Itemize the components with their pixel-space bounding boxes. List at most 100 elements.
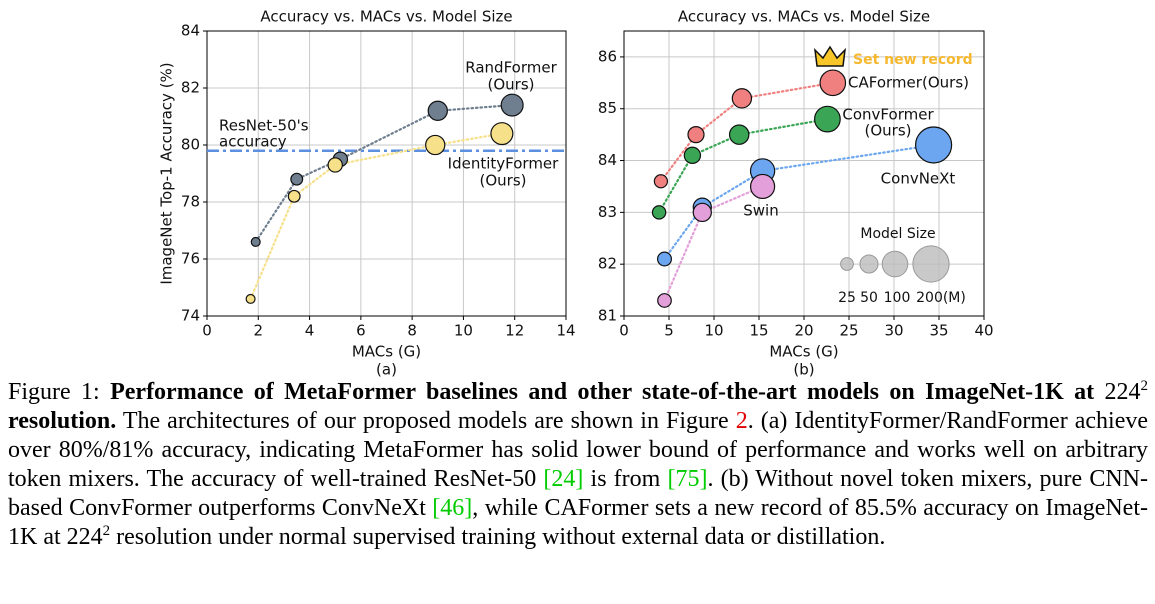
- x-tick-label: 40: [974, 322, 993, 340]
- y-tick-label: 84: [598, 151, 617, 169]
- bubble: [425, 134, 446, 156]
- x-tick-label: 25: [839, 322, 858, 340]
- caption-text: [75]: [667, 466, 708, 492]
- x-axis-label: MACs (G): [352, 343, 421, 361]
- series-note: (Ours): [865, 122, 912, 140]
- bubble: [657, 251, 672, 267]
- caption-text: 2: [735, 408, 748, 434]
- bubble: [692, 202, 712, 223]
- sub-label: (b): [793, 361, 814, 379]
- x-tick-label: 4: [305, 322, 315, 340]
- y-tick-label: 86: [598, 47, 617, 65]
- bubble: [657, 293, 672, 308]
- size-legend-bubble: [840, 257, 854, 271]
- caption-text: resolution.: [8, 408, 117, 434]
- y-tick-label: 74: [181, 307, 200, 325]
- series-label: ConvNeXt: [881, 170, 956, 188]
- caption-text: 2: [102, 523, 111, 539]
- size-legend-label: 100: [884, 290, 911, 306]
- bubble: [819, 69, 847, 97]
- series-label: CAFormer: [848, 74, 923, 92]
- bubble: [687, 126, 705, 144]
- size-legend-title: Model Size: [860, 226, 935, 242]
- x-tick-label: 30: [884, 322, 903, 340]
- x-tick-label: 5: [664, 322, 674, 340]
- caption-text: [24]: [543, 466, 584, 492]
- caption-text: Figure 1:: [8, 379, 100, 405]
- y-tick-label: 81: [598, 307, 617, 325]
- caption-text: resolution under normal supervised train…: [110, 524, 886, 550]
- series-note: (Ours): [480, 172, 527, 190]
- y-tick-label: 85: [598, 99, 617, 117]
- caption-text: Performance of MetaFormer baselines and …: [99, 379, 1105, 405]
- bubble: [651, 205, 667, 220]
- reference-label: ResNet-50's: [219, 117, 309, 135]
- bubble: [427, 100, 448, 121]
- series-label: Swin: [743, 202, 778, 220]
- y-tick-label: 84: [181, 22, 200, 40]
- caption-text: The architectures of our proposed models…: [116, 408, 736, 434]
- y-tick-label: 82: [598, 255, 617, 273]
- caption-text: 224: [1104, 379, 1141, 405]
- size-legend-label: 200(M): [916, 290, 966, 306]
- y-tick-label: 82: [181, 79, 200, 97]
- series-note: (Ours): [488, 76, 535, 94]
- plot-frame: [206, 30, 567, 317]
- series-label: RandFormer: [465, 59, 557, 77]
- plot-frame: [623, 30, 985, 317]
- caption-text: is from: [583, 466, 668, 492]
- reference-label: accuracy: [219, 133, 287, 151]
- bubble: [683, 146, 702, 165]
- bubble: [290, 172, 304, 186]
- caption: Figure 1: Performance of MetaFormer base…: [8, 378, 1148, 552]
- x-tick-label: 12: [505, 322, 524, 340]
- y-tick-label: 76: [181, 250, 200, 268]
- x-tick-label: 10: [454, 322, 473, 340]
- bubble: [731, 88, 753, 109]
- x-tick-label: 2: [254, 322, 264, 340]
- sub-label: (a): [376, 361, 397, 379]
- size-legend-label: 25: [838, 290, 856, 306]
- size-legend-bubble: [881, 250, 909, 278]
- bubble: [500, 93, 524, 117]
- bubble: [814, 105, 841, 133]
- y-tick-label: 80: [181, 136, 200, 154]
- caption-text: . (a) IdentityFormer/RandFormer achieve …: [8, 408, 1149, 492]
- bubble: [327, 157, 343, 173]
- caption-text: , while CAFormer sets a new record of 85…: [8, 495, 1148, 550]
- caption-text: 2: [1140, 378, 1149, 394]
- crown-icon: [813, 45, 847, 67]
- size-legend-label: 50: [860, 290, 878, 306]
- chart-title: Accuracy vs. MACs vs. Model Size: [678, 8, 930, 26]
- x-axis-label: MACs (G): [769, 343, 838, 361]
- series-note: (Ours): [922, 74, 969, 92]
- size-legend-bubble: [912, 245, 950, 283]
- y-tick-label: 83: [598, 203, 617, 221]
- series-label: IdentityFormer: [448, 155, 560, 173]
- series-label: ConvFormer: [842, 106, 934, 124]
- caption-text: [46]: [432, 495, 473, 521]
- bubble: [287, 189, 301, 203]
- x-tick-label: 0: [202, 322, 212, 340]
- bubble: [749, 173, 776, 200]
- series-line: [663, 143, 935, 261]
- series-line: [658, 117, 829, 214]
- bubble: [728, 124, 750, 145]
- x-tick-label: 35: [929, 322, 948, 340]
- chart-title: Accuracy vs. MACs vs. Model Size: [260, 8, 512, 26]
- bubble: [245, 293, 256, 304]
- y-axis-label: ImageNet Top-1 Accuracy (%): [158, 62, 176, 284]
- x-tick-label: 15: [749, 322, 768, 340]
- x-tick-label: 10: [704, 322, 723, 340]
- bubble: [914, 126, 953, 164]
- caption-text: . (b) Without novel token mixers, pure C…: [8, 466, 1149, 521]
- bubble: [653, 174, 669, 189]
- x-tick-label: 6: [356, 322, 366, 340]
- y-tick-label: 78: [181, 193, 200, 211]
- size-legend-bubble: [859, 254, 879, 274]
- caption-text: 224: [66, 524, 103, 550]
- bubble: [250, 236, 261, 247]
- x-tick-label: 8: [407, 322, 417, 340]
- x-tick-label: 0: [619, 322, 629, 340]
